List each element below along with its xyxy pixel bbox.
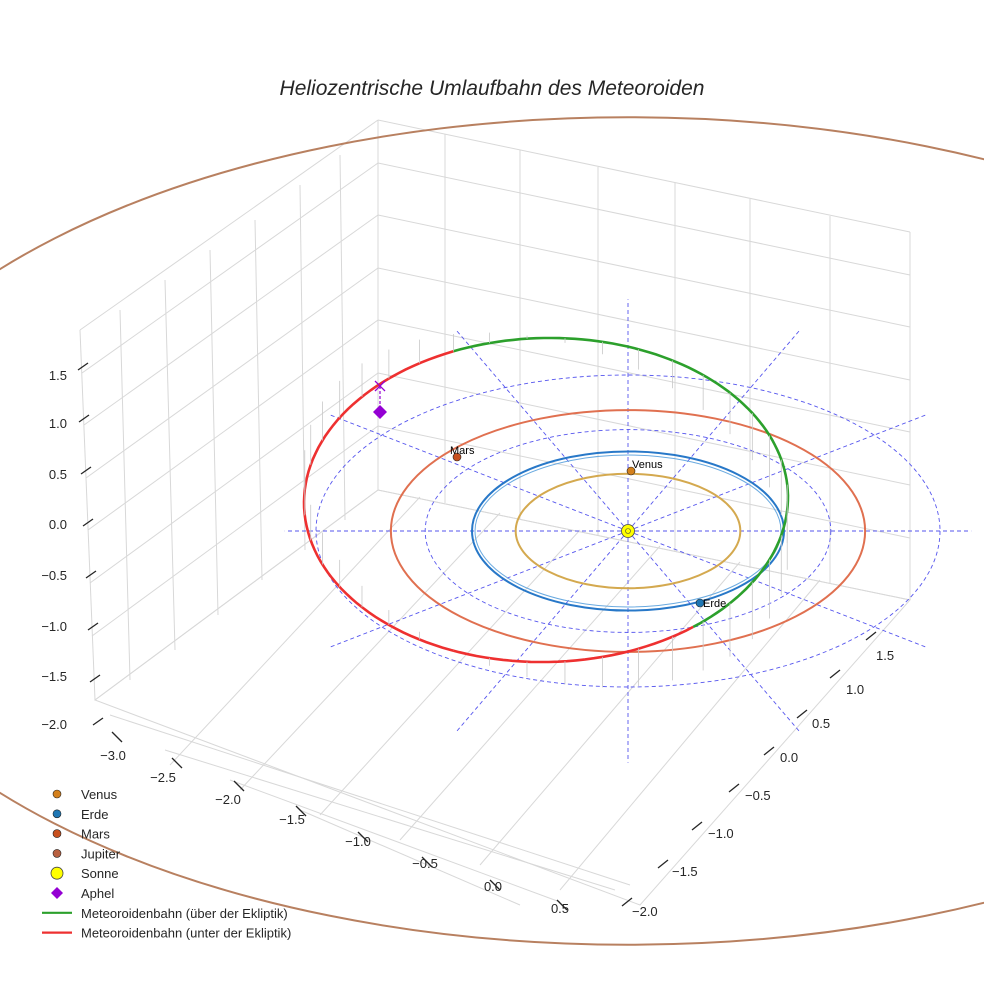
z-tick-label: 0.5 [49,467,67,482]
x-tick-label: −0.5 [412,856,438,871]
chart-title: Heliozentrische Umlaufbahn des Meteoroid… [280,77,705,100]
z-tick-label: −1.0 [41,619,67,634]
x-tick-label: 0.0 [484,879,502,894]
planet-mars-label: Mars [450,445,475,457]
ecliptic-radial-line [456,330,629,532]
y-tick-label: 0.0 [780,750,798,765]
x-tick-label: 0.5 [551,901,569,916]
z-tick-label: −1.5 [41,669,67,684]
y-axis-ticks [621,631,877,907]
legend-entry: Meteoroidenbahn (über der Ekliptik) [42,906,288,921]
legend-marker [52,789,62,799]
y-tick-label: −1.5 [672,864,698,879]
aphel-projection-cross [374,380,386,392]
z-axis-ticks [77,362,104,726]
orbit-erde-inner [474,454,782,608]
z-tick-label: −0.5 [41,568,67,583]
legend-label: Sonne [81,866,119,881]
pane-grid [79,119,911,906]
legend-marker [52,809,62,819]
legend-entry: Meteoroidenbahn (unter der Ekliptik) [42,926,291,941]
planet-venus-label: Venus [632,459,663,471]
x-axis-tick-labels: −3.0 −2.5 −2.0 −1.5 −1.0 −0.5 0.0 0.5 [100,748,569,916]
aphel-marker [373,405,387,419]
planet-mars-marker [452,452,462,462]
y-tick-label: 1.0 [846,682,864,697]
legend-label: Venus [81,787,118,802]
x-tick-label: −2.5 [150,770,176,785]
planet-venus-marker [626,466,636,476]
z-tick-label: 1.5 [49,368,67,383]
legend-label: Jupiter [81,846,121,861]
legend-entry: Venus [52,787,118,802]
y-tick-label: 1.5 [876,648,894,663]
z-tick-label: 0.0 [49,517,67,532]
ecliptic-radial-line [627,330,800,532]
z-axis-tick-labels: −2.0 −1.5 −1.0 −0.5 0.0 0.5 1.0 1.5 [41,368,67,732]
meteoroid-orbit-above [453,336,790,629]
y-tick-label: −2.0 [632,904,658,919]
legend-label: Erde [81,807,108,822]
legend-marker [50,866,64,880]
z-tick-label: 1.0 [49,416,67,431]
ecliptic-radial-line [627,530,800,732]
y-axis-tick-labels: −2.0 −1.5 −1.0 −0.5 0.0 0.5 1.0 1.5 [632,648,894,919]
legend-entry: Erde [52,807,108,822]
legend-marker [52,849,62,858]
z-tick-label: −2.0 [41,717,67,732]
x-tick-label: −2.0 [215,792,241,807]
ecliptic-radial-line [456,530,629,732]
ecliptic-radial-lines [284,299,972,763]
legend-entry: Mars [52,827,110,842]
legend-label: Mars [81,827,110,842]
y-tick-label: −1.0 [708,826,734,841]
x-tick-label: −1.5 [279,812,305,827]
meteoroid-drop-lines [304,332,788,688]
legend-marker [51,887,63,899]
planet-erde-label: Erde [703,598,726,610]
legend-entry: Aphel [51,886,114,901]
x-tick-label: −1.0 [345,834,371,849]
planet-erde-marker [695,598,705,608]
legend-label: Aphel [81,886,114,901]
x-tick-label: −3.0 [100,748,126,763]
legend-marker [52,829,62,838]
x-axis-ticks [111,731,568,911]
plot-area: Venus Erde Mars [0,116,984,946]
meteoroid-orbit-below [302,350,694,664]
legend-label: Meteoroidenbahn (unter der Ekliptik) [81,926,291,941]
legend-entry: Sonne [50,866,119,881]
legend-entry: Jupiter [52,846,121,861]
y-tick-label: −0.5 [745,788,771,803]
legend: Venus Erde Mars Jupiter Sonne Aphel Meteoroide… [42,787,291,941]
orbit-jupiter [0,116,984,946]
legend-label: Meteoroidenbahn (über der Ekliptik) [81,906,288,921]
y-tick-label: 0.5 [812,716,830,731]
sun-marker-core [625,528,631,534]
sun-marker [621,524,635,538]
